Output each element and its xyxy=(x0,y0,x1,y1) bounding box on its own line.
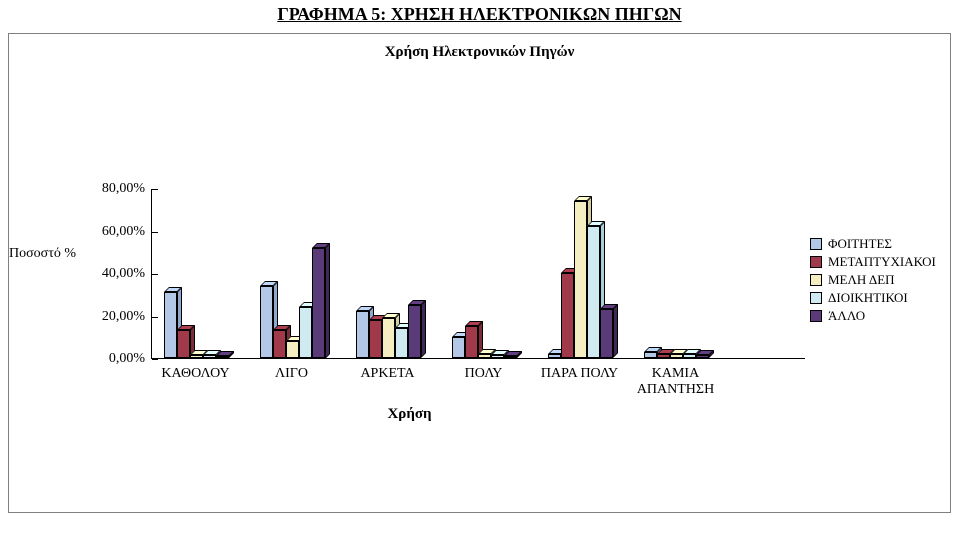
y-tick-label: 20,00% xyxy=(81,309,145,325)
y-tick xyxy=(152,359,158,360)
bar-group xyxy=(260,189,325,358)
bar xyxy=(478,354,491,358)
bar xyxy=(561,273,574,358)
x-tick-label: ΚΑΘΟΛΟΥ xyxy=(161,366,229,382)
bar xyxy=(504,356,517,358)
x-tick-label: ΠΟΛΥ xyxy=(465,366,503,382)
bar xyxy=(395,328,408,358)
y-tick-label: 40,00% xyxy=(81,266,145,282)
bar xyxy=(574,201,587,358)
bar xyxy=(286,341,299,358)
legend-item: ΔΙΟΙΚΗΤΙΚΟΙ xyxy=(810,290,938,306)
x-tick-label: ΛΙΓΟ xyxy=(275,366,308,382)
legend-label: ΔΙΟΙΚΗΤΙΚΟΙ xyxy=(828,290,908,306)
bar xyxy=(600,309,613,358)
bar xyxy=(408,305,421,358)
bar-group xyxy=(356,189,421,358)
legend-swatch xyxy=(810,310,822,322)
bar xyxy=(203,355,216,358)
plot-area: 0,00%20,00%40,00%60,00%80,00% xyxy=(45,189,805,359)
legend-label: ΦΟΙΤΗΤΕΣ xyxy=(828,236,892,252)
legend-label: ΜΕΛΗ ΔΕΠ xyxy=(828,272,895,288)
bar xyxy=(216,356,229,358)
bar xyxy=(452,337,465,358)
bar xyxy=(683,354,696,358)
bar-group xyxy=(164,189,229,358)
bar xyxy=(273,330,286,358)
bar xyxy=(670,354,683,358)
bar xyxy=(260,286,273,358)
bar xyxy=(548,354,561,358)
bar xyxy=(587,226,600,358)
legend-item: ΦΟΙΤΗΤΕΣ xyxy=(810,236,938,252)
chart-title: Χρήση Ηλεκτρονικών Πηγών xyxy=(9,44,950,61)
bar xyxy=(644,352,657,358)
y-tick-label: 60,00% xyxy=(81,224,145,240)
bar xyxy=(491,355,504,358)
legend-swatch xyxy=(810,256,822,268)
x-tick-label: ΑΡΚΕΤΑ xyxy=(360,366,414,382)
legend-label: ΆΛΛΟ xyxy=(828,308,865,324)
bar xyxy=(164,292,177,358)
bar xyxy=(382,318,395,358)
legend-item: ΜΕΤΑΠΤΥΧΙΑΚΟΙ xyxy=(810,254,938,270)
y-tick-label: 80,00% xyxy=(81,181,145,197)
legend-label: ΜΕΤΑΠΤΥΧΙΑΚΟΙ xyxy=(828,254,936,270)
y-tick-label: 0,00% xyxy=(81,351,145,367)
bar-group xyxy=(548,189,613,358)
y-tick xyxy=(152,274,158,275)
bar-group xyxy=(452,189,517,358)
legend: ΦΟΙΤΗΤΕΣ ΜΕΤΑΠΤΥΧΙΑΚΟΙ ΜΕΛΗ ΔΕΠ ΔΙΟΙΚΗΤΙΚΟΙ… xyxy=(810,234,938,326)
bar xyxy=(696,355,709,358)
x-tick-label: ΚΑΜΙΑΑΠΑΝΤΗΣΗ xyxy=(637,366,714,398)
bar xyxy=(657,354,670,358)
bar xyxy=(177,330,190,358)
legend-swatch xyxy=(810,292,822,304)
bar xyxy=(465,326,478,358)
bar-group xyxy=(644,189,709,358)
bar xyxy=(369,320,382,358)
plot xyxy=(151,189,805,359)
legend-item: ΆΛΛΟ xyxy=(810,308,938,324)
x-axis-title: Χρήση xyxy=(9,406,810,423)
bar xyxy=(190,355,203,358)
page-title: ΓΡΑΦΗΜΑ 5: ΧΡΗΣΗ ΗΛΕΚΤΡΟΝΙΚΩΝ ΠΗΓΩΝ xyxy=(0,4,959,25)
bar xyxy=(356,311,369,358)
legend-swatch xyxy=(810,274,822,286)
x-tick-label: ΠΑΡΑ ΠΟΛΥ xyxy=(541,366,618,382)
bar xyxy=(299,307,312,358)
bar xyxy=(312,248,325,359)
y-tick xyxy=(152,232,158,233)
y-tick xyxy=(152,189,158,190)
chart-frame: Χρήση Ηλεκτρονικών Πηγών Ποσοστό % 0,00%… xyxy=(8,33,951,513)
legend-item: ΜΕΛΗ ΔΕΠ xyxy=(810,272,938,288)
y-tick xyxy=(152,317,158,318)
legend-swatch xyxy=(810,238,822,250)
